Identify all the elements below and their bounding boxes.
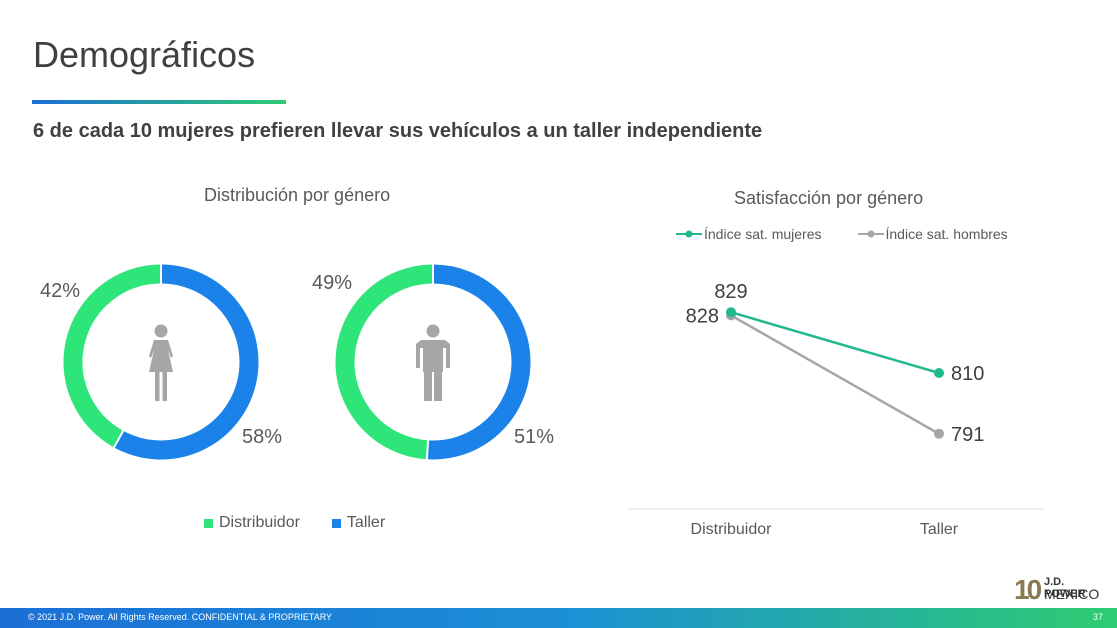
legend-item-mujeres: Índice sat. mujeres xyxy=(676,226,822,242)
point-hombres-taller xyxy=(934,428,944,439)
donut-mujeres-taller-slice xyxy=(114,264,259,460)
jd-power-mexico-logo: 10 J.D. POWER MEXICO xyxy=(1014,574,1104,605)
donut-mujeres-taller-label: 58% xyxy=(242,426,282,448)
series-line-hombres xyxy=(730,314,940,435)
page-subtitle: 6 de cada 10 mujeres prefieren llevar su… xyxy=(33,120,763,142)
donut-chart-title: Distribución por género xyxy=(204,185,391,205)
legend-swatch-taller xyxy=(331,518,341,528)
line-chart-title: Satisfacción por género xyxy=(734,188,924,208)
legend-label-mujeres: Índice sat. mujeres xyxy=(704,226,822,242)
female-icon xyxy=(149,324,173,401)
legend-item-hombres: Índice sat. hombres xyxy=(857,226,1008,242)
line-legend: Índice sat. mujeres Índice sat. hombres xyxy=(676,226,1008,242)
legend-marker-mujeres xyxy=(676,230,702,238)
line-chart: Distribuidor Taller 829 810 828 791 xyxy=(628,281,1044,538)
donut-legend: Distribuidor Taller xyxy=(204,514,385,532)
logo-brand: J.D. POWER xyxy=(1044,576,1086,600)
x-tick-label-distribuidor: Distribuidor xyxy=(691,521,773,538)
donut-mujeres-distribuidor-slice xyxy=(63,264,162,448)
page-number: 37 xyxy=(1092,612,1103,622)
donut-mujeres-distribuidor-label: 42% xyxy=(40,280,80,302)
data-label-mujeres-distribuidor: 829 xyxy=(714,281,747,303)
title-underline xyxy=(32,100,286,104)
male-icon xyxy=(416,324,450,401)
logo-number: 10 xyxy=(1014,574,1042,605)
legend-label-taller: Taller xyxy=(346,514,386,531)
data-label-mujeres-taller: 810 xyxy=(951,363,984,385)
donut-slice-separator xyxy=(425,439,430,461)
donut-hombres-taller-slice xyxy=(426,264,531,460)
data-label-hombres-taller: 791 xyxy=(951,424,984,446)
donut-slice-separator xyxy=(112,429,125,449)
series-line-mujeres xyxy=(730,311,940,375)
donut-hombres-distribuidor-slice xyxy=(335,264,434,460)
page-title: Demográficos xyxy=(33,34,256,75)
legend-item-taller: Taller xyxy=(331,514,386,532)
legend-swatch-distribuidor xyxy=(204,518,213,528)
legend-label-hombres: Índice sat. hombres xyxy=(885,226,1008,242)
logo-country: MEXICO xyxy=(1044,586,1100,602)
data-label-hombres-distribuidor: 828 xyxy=(686,305,719,327)
donut-hombres-taller-label: 51% xyxy=(514,426,554,448)
legend-item-distribuidor: Distribuidor xyxy=(204,514,300,532)
x-tick-label-taller: Taller xyxy=(920,521,959,538)
legend-marker-hombres xyxy=(857,230,884,238)
point-mujeres-distribuidor xyxy=(726,307,736,318)
legend-label-distribuidor: Distribuidor xyxy=(219,514,300,531)
point-mujeres-taller xyxy=(934,368,944,378)
footer-copyright: © 2021 J.D. Power. All Rights Reserved. … xyxy=(28,612,333,622)
donut-hombres-distribuidor-label: 49% xyxy=(312,272,352,294)
footer-bar: © 2021 J.D. Power. All Rights Reserved. … xyxy=(0,608,1117,628)
donut-charts: 42% 58% 49% 51% xyxy=(40,263,554,461)
